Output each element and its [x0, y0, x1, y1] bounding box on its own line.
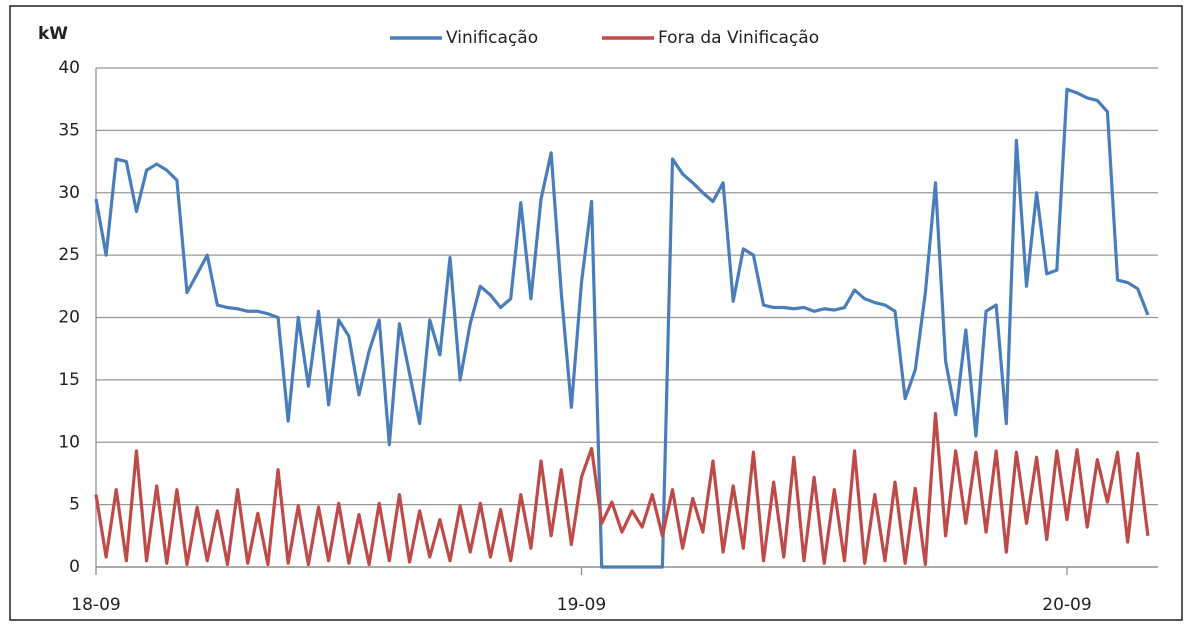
- x-tick-label: 20-09: [1042, 595, 1091, 615]
- y-tick-label: 10: [58, 432, 80, 452]
- y-tick-label: 25: [58, 245, 80, 265]
- series-line: [94, 411, 1150, 567]
- y-tick-label: 15: [58, 370, 80, 390]
- legend-label: Vinificação: [446, 28, 538, 48]
- legend-label: Fora da Vinificação: [658, 28, 819, 48]
- x-tick-label: 19-09: [557, 595, 606, 615]
- series-line: [94, 87, 1150, 569]
- y-tick-label: 0: [69, 557, 80, 577]
- y-tick-label: 30: [58, 183, 80, 203]
- y-tick-label: 5: [69, 495, 80, 515]
- y-axis-label: kW: [38, 24, 68, 44]
- y-tick-label: 35: [58, 120, 80, 140]
- y-tick-label: 20: [58, 308, 80, 328]
- x-tick-label: 18-09: [71, 595, 120, 615]
- y-tick-label: 40: [58, 58, 80, 78]
